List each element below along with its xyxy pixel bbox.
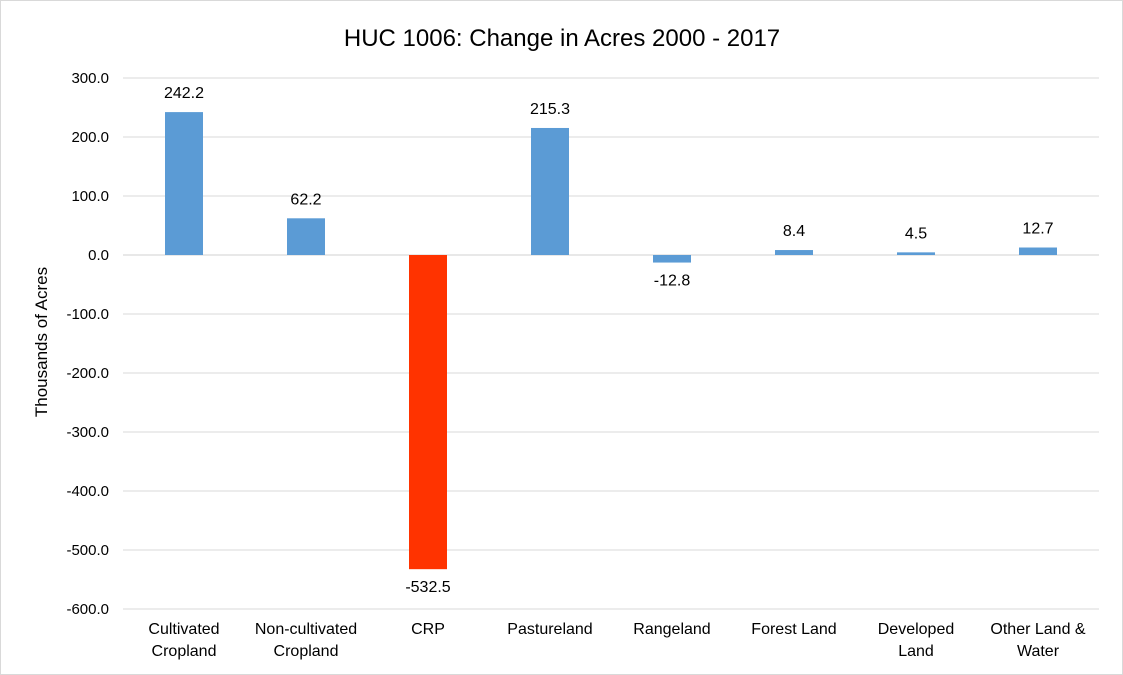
y-tick-label: -500.0 <box>66 542 109 559</box>
bars <box>165 112 1057 570</box>
category-label-line: Non-cultivated <box>255 621 357 638</box>
data-label: 242.2 <box>164 85 204 102</box>
category-label: CRP <box>411 621 445 638</box>
y-tick-label: 0.0 <box>88 247 109 264</box>
data-labels: 242.2 62.2 -532.5 215.3 -12.8 8.4 4.5 12.7 <box>164 85 1054 596</box>
y-tick-label: 200.0 <box>71 129 109 146</box>
bar-7 <box>1019 247 1057 255</box>
grid-layer <box>123 77 1099 610</box>
category-label: Non-cultivated Cropland <box>255 621 357 660</box>
y-tick-label: -300.0 <box>66 424 109 441</box>
y-tick-label: -400.0 <box>66 483 109 500</box>
category-label-line: Other Land & <box>990 621 1086 638</box>
chart-title: HUC 1006: Change in Acres 2000 - 2017 <box>344 25 780 52</box>
y-tick-label: -100.0 <box>66 306 109 323</box>
bar-1 <box>287 218 325 255</box>
bar-5 <box>775 250 813 255</box>
category-label: Other Land & Water <box>990 621 1086 660</box>
category-label-line: Water <box>1017 643 1060 660</box>
data-label: 12.7 <box>1022 221 1053 238</box>
category-label: Pastureland <box>507 621 592 638</box>
category-label: Rangeland <box>633 621 710 638</box>
category-label-line: Forest Land <box>751 621 836 638</box>
y-axis-label: Thousands of Acres <box>32 267 51 417</box>
y-tick-label: -600.0 <box>66 601 109 618</box>
data-label: 8.4 <box>783 223 805 240</box>
data-label: 62.2 <box>290 191 321 208</box>
category-label-line: Cropland <box>274 643 339 660</box>
data-label: -12.8 <box>654 273 691 290</box>
bar-4 <box>653 255 691 263</box>
bar-2 <box>409 255 447 570</box>
category-label-line: Cultivated <box>148 621 219 638</box>
y-tick-label: 300.0 <box>71 70 109 87</box>
data-label: 4.5 <box>905 225 927 242</box>
bar-3 <box>531 127 569 255</box>
category-labels: Cultivated Cropland Non-cultivated Cropland… <box>148 621 1085 660</box>
category-label-line: Pastureland <box>507 621 592 638</box>
data-label: -532.5 <box>405 579 450 596</box>
category-label-line: Rangeland <box>633 621 710 638</box>
category-label: Forest Land <box>751 621 836 638</box>
bar-0 <box>165 112 203 256</box>
bar-6 <box>897 252 935 255</box>
y-tick-label: -200.0 <box>66 365 109 382</box>
category-label: Cultivated Cropland <box>148 621 219 660</box>
category-label-line: Developed <box>878 621 955 638</box>
category-label-line: CRP <box>411 621 445 638</box>
y-tick-labels: 300.0 200.0 100.0 0.0 -100.0 -200.0 -300.0 -400… <box>66 70 109 618</box>
y-tick-label: 100.0 <box>71 188 109 205</box>
category-label-line: Cropland <box>152 643 217 660</box>
category-label: Developed Land <box>878 621 955 660</box>
category-label-line: Land <box>898 643 934 660</box>
data-label: 215.3 <box>530 101 570 118</box>
